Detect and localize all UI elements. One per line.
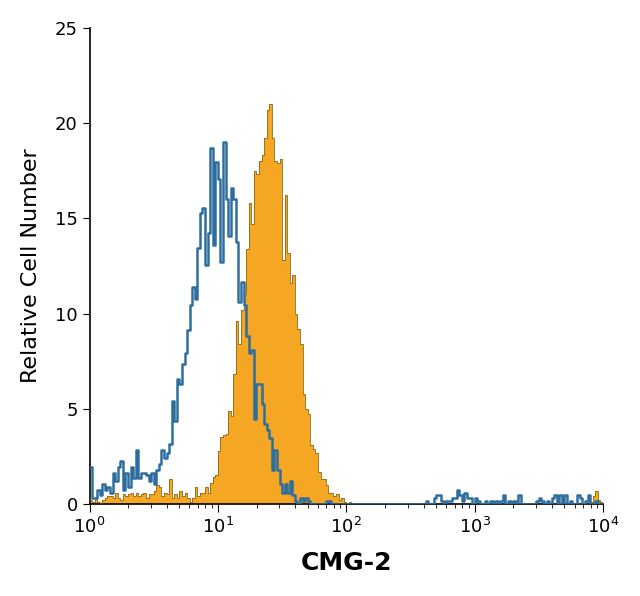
X-axis label: CMG-2: CMG-2 [301, 551, 392, 575]
Y-axis label: Relative Cell Number: Relative Cell Number [21, 148, 41, 383]
